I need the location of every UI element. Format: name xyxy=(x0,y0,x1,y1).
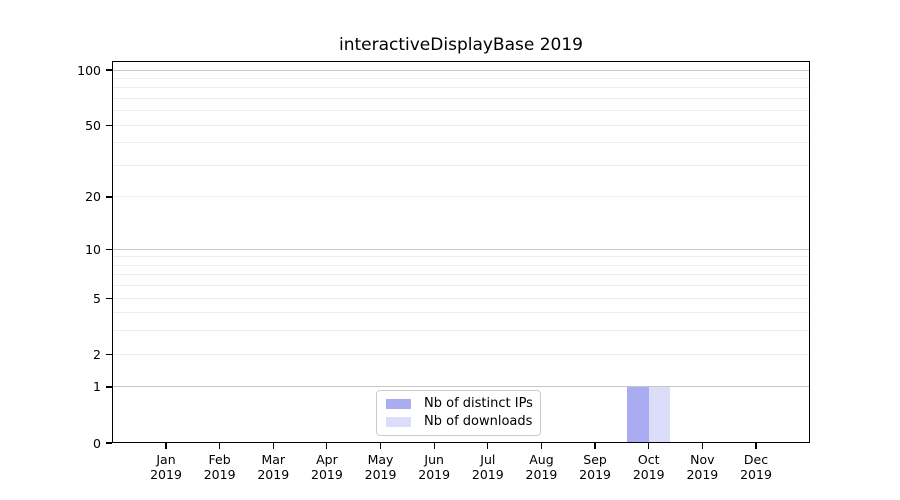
y-gridline-minor xyxy=(112,142,810,144)
y-gridline-minor xyxy=(112,196,810,198)
x-tick-label: May 2019 xyxy=(364,452,397,482)
x-tick-label: Mar 2019 xyxy=(257,452,290,482)
legend: Nb of distinct IPs Nb of downloads xyxy=(376,390,541,436)
y-gridline-minor xyxy=(112,256,810,258)
y-tick-label: 100 xyxy=(77,62,101,78)
x-tick-label: Oct 2019 xyxy=(632,452,665,482)
legend-swatch-downloads xyxy=(386,417,411,427)
y-tick-mark xyxy=(106,196,112,198)
y-tick-label: 1 xyxy=(93,379,101,395)
y-gridline-minor xyxy=(112,297,810,299)
y-gridline-minor xyxy=(112,274,810,276)
x-tick-label: Dec 2019 xyxy=(740,452,772,482)
x-tick-mark xyxy=(165,443,167,449)
x-tick-label: Jan 2019 xyxy=(150,452,182,482)
x-tick-label: Aug 2019 xyxy=(525,452,558,482)
y-tick-mark xyxy=(106,442,112,444)
y-gridline-minor xyxy=(112,264,810,266)
y-gridline-minor xyxy=(112,164,810,166)
y-gridline-minor xyxy=(112,285,810,287)
x-tick-label: Apr 2019 xyxy=(311,452,343,482)
x-tick-mark xyxy=(594,443,596,449)
legend-item-distinct-ips: Nb of distinct IPs xyxy=(386,396,533,411)
plot-area xyxy=(112,61,810,443)
x-tick-label: Jul 2019 xyxy=(471,452,504,482)
y-gridline-minor xyxy=(112,312,810,314)
y-gridline-major xyxy=(112,69,810,71)
y-tick-label: 0 xyxy=(93,435,101,451)
y-gridline-minor xyxy=(112,77,810,79)
y-tick-label: 10 xyxy=(85,241,101,257)
y-gridline-minor xyxy=(112,87,810,89)
x-tick-mark xyxy=(433,443,435,449)
y-gridline-major xyxy=(112,248,810,250)
y-gridline-minor xyxy=(112,124,810,126)
bar-distinct-ips-oct xyxy=(627,386,649,443)
x-tick-label: Nov 2019 xyxy=(686,452,719,482)
y-tick-label: 50 xyxy=(85,117,101,133)
legend-label-distinct-ips: Nb of distinct IPs xyxy=(424,396,533,411)
y-gridline-minor xyxy=(112,110,810,112)
y-tick-label: 2 xyxy=(93,346,101,362)
y-tick-mark xyxy=(106,124,112,126)
y-gridline-minor xyxy=(112,97,810,99)
bar-downloads-oct xyxy=(648,386,671,443)
x-tick-mark xyxy=(326,443,328,449)
y-tick-mark xyxy=(106,297,112,299)
y-tick-label: 20 xyxy=(85,189,101,205)
x-tick-mark xyxy=(701,443,703,449)
x-tick-mark xyxy=(379,443,382,449)
legend-label-downloads: Nb of downloads xyxy=(424,414,533,429)
legend-swatch-distinct-ips xyxy=(386,399,411,409)
x-tick-mark xyxy=(648,443,650,449)
y-gridline-minor xyxy=(112,330,810,332)
legend-item-downloads: Nb of downloads xyxy=(386,414,533,429)
x-tick-label: Feb 2019 xyxy=(203,452,236,482)
y-tick-mark xyxy=(106,386,112,388)
x-tick-mark xyxy=(755,443,757,449)
chart-title: interactiveDisplayBase 2019 xyxy=(338,35,583,55)
y-gridline-minor xyxy=(112,353,810,355)
x-tick-mark xyxy=(219,443,221,449)
x-tick-mark xyxy=(540,443,543,449)
y-tick-mark xyxy=(106,248,112,250)
y-gridline-major xyxy=(112,386,810,388)
y-tick-mark xyxy=(106,353,112,355)
x-tick-label: Sep 2019 xyxy=(579,452,611,482)
y-tick-mark xyxy=(106,69,112,71)
x-tick-label: Jun 2019 xyxy=(418,452,451,482)
x-tick-mark xyxy=(272,443,274,449)
x-tick-mark xyxy=(487,443,489,449)
y-tick-label: 5 xyxy=(93,290,101,306)
